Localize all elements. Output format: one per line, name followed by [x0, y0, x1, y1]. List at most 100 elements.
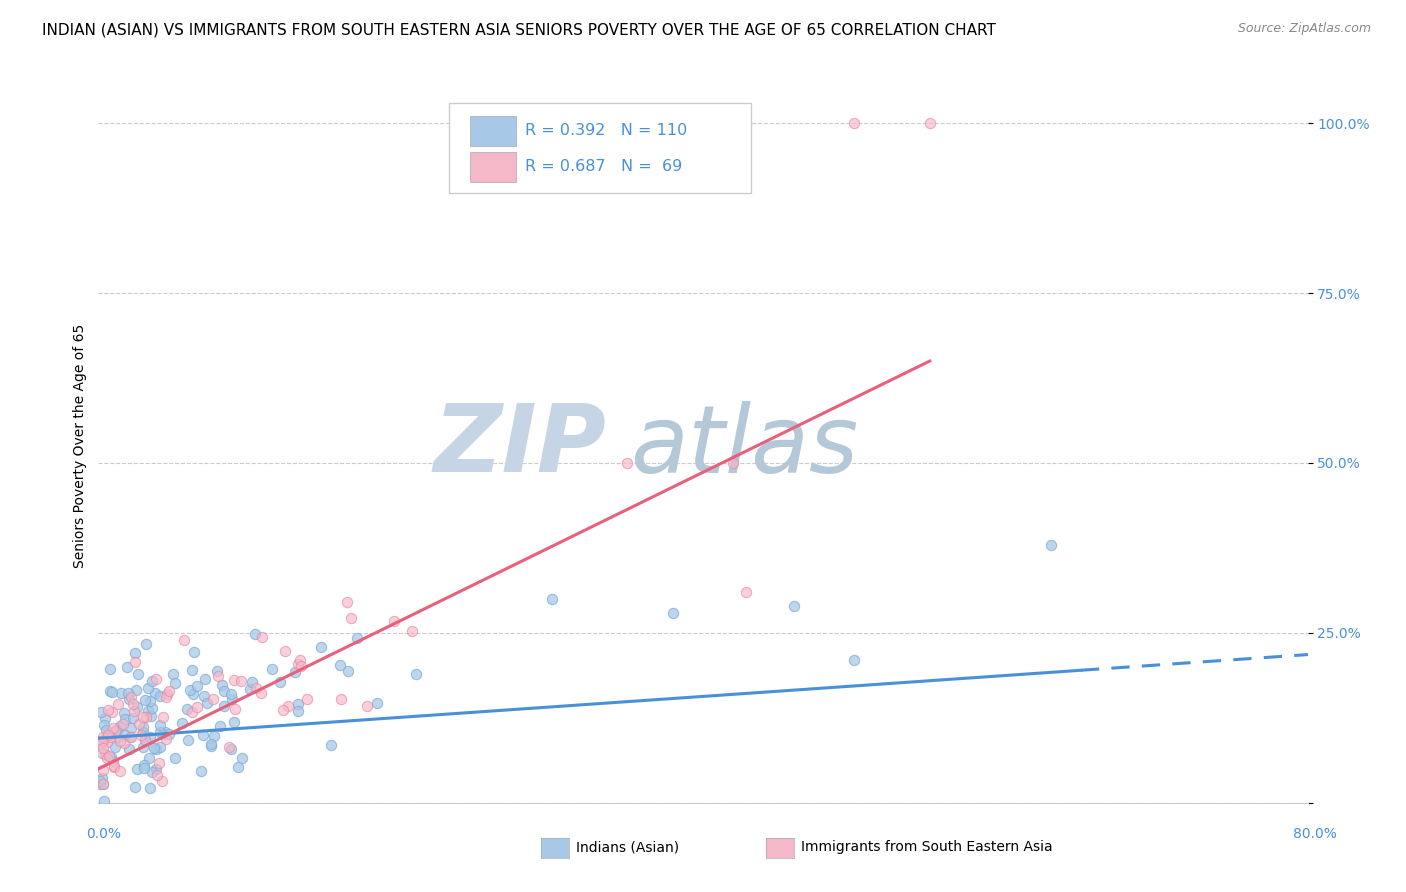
- Point: [156, 687, 179, 701]
- Point: [209, 719, 232, 733]
- Point: [382, 615, 405, 629]
- Point: [127, 667, 149, 681]
- Point: [249, 686, 271, 700]
- Point: [335, 595, 357, 609]
- Point: [93, 732, 115, 747]
- Point: [231, 751, 253, 765]
- Point: [97, 749, 120, 764]
- Point: [218, 740, 240, 755]
- Point: [89, 736, 111, 750]
- Point: [202, 691, 225, 706]
- Text: R = 0.687   N =  69: R = 0.687 N = 69: [526, 159, 682, 174]
- Point: [180, 663, 202, 677]
- Point: [101, 721, 124, 735]
- Point: [139, 693, 162, 707]
- Text: INDIAN (ASIAN) VS IMMIGRANTS FROM SOUTH EASTERN ASIA SENIORS POVERTY OVER THE AG: INDIAN (ASIAN) VS IMMIGRANTS FROM SOUTH …: [42, 22, 995, 37]
- Point: [295, 691, 318, 706]
- Point: [152, 727, 174, 741]
- Point: [782, 599, 804, 613]
- Point: [193, 689, 215, 703]
- Point: [405, 667, 427, 681]
- Point: [98, 731, 121, 745]
- Text: Indians (Asian): Indians (Asian): [576, 840, 679, 855]
- Point: [181, 688, 204, 702]
- Point: [124, 655, 146, 669]
- Point: [107, 697, 129, 711]
- Point: [131, 739, 153, 754]
- Point: [103, 759, 125, 773]
- Point: [135, 637, 157, 651]
- Point: [104, 723, 127, 738]
- Point: [211, 678, 233, 692]
- Point: [139, 709, 162, 723]
- Point: [115, 659, 138, 673]
- Point: [163, 750, 186, 764]
- Point: [138, 704, 160, 718]
- Point: [207, 669, 229, 683]
- Point: [540, 591, 562, 606]
- Point: [226, 760, 249, 774]
- Point: [155, 690, 177, 705]
- Point: [157, 727, 180, 741]
- Point: [177, 733, 200, 747]
- Point: [148, 756, 170, 771]
- Point: [134, 693, 156, 707]
- Point: [193, 728, 215, 742]
- Point: [89, 774, 111, 789]
- Point: [134, 732, 156, 747]
- Point: [117, 685, 139, 699]
- Point: [100, 705, 122, 719]
- Point: [108, 764, 131, 778]
- Point: [93, 794, 115, 808]
- Text: Immigrants from South Eastern Asia: Immigrants from South Eastern Asia: [801, 840, 1053, 855]
- Point: [287, 697, 309, 711]
- Point: [89, 705, 111, 719]
- Point: [124, 780, 146, 794]
- Point: [287, 657, 309, 671]
- Point: [401, 624, 423, 639]
- Point: [200, 737, 222, 751]
- Point: [108, 719, 131, 733]
- Point: [149, 724, 172, 739]
- Point: [103, 754, 125, 768]
- Point: [135, 710, 157, 724]
- Point: [128, 717, 150, 731]
- Point: [98, 684, 121, 698]
- Point: [118, 742, 141, 756]
- Point: [141, 700, 163, 714]
- Point: [107, 723, 129, 738]
- Point: [274, 644, 297, 658]
- Point: [132, 720, 155, 734]
- Point: [157, 684, 180, 698]
- Point: [132, 724, 155, 739]
- Point: [91, 740, 114, 755]
- Point: [214, 699, 236, 714]
- Point: [222, 673, 245, 687]
- Point: [721, 456, 744, 470]
- Point: [329, 692, 352, 706]
- Point: [98, 662, 121, 676]
- Point: [141, 673, 163, 688]
- Point: [110, 733, 132, 747]
- Point: [122, 710, 145, 724]
- Point: [112, 736, 135, 750]
- Point: [844, 653, 866, 667]
- Point: [104, 739, 127, 754]
- Point: [132, 710, 155, 724]
- Point: [207, 664, 229, 678]
- Point: [346, 631, 368, 645]
- Point: [329, 658, 352, 673]
- Point: [94, 747, 117, 761]
- Point: [288, 653, 311, 667]
- Point: [120, 731, 142, 745]
- FancyBboxPatch shape: [449, 103, 751, 193]
- Point: [260, 662, 283, 676]
- Point: [155, 731, 177, 746]
- Point: [153, 725, 176, 739]
- Point: [149, 718, 172, 732]
- Point: [1039, 537, 1062, 551]
- Point: [179, 682, 201, 697]
- Point: [120, 721, 142, 735]
- Point: [269, 674, 291, 689]
- Point: [152, 709, 174, 723]
